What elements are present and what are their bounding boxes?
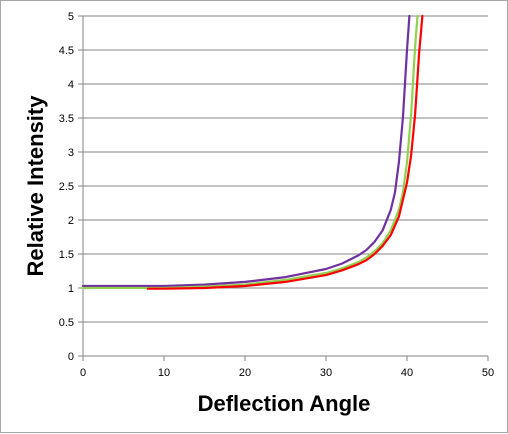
- x-tick-label: 0: [80, 367, 86, 379]
- x-axis-title: Deflection Angle: [198, 391, 371, 416]
- x-tick-label: 40: [401, 367, 413, 379]
- y-tick-label: 5: [68, 11, 74, 23]
- axes: [78, 15, 489, 361]
- series-lines: [81, 14, 424, 290]
- y-tick-label: 3.5: [59, 113, 74, 125]
- series-line-2: [81, 14, 419, 290]
- x-tick-label: 30: [320, 367, 332, 379]
- y-tick-label: 0: [68, 351, 74, 363]
- y-axis-title: Relative Intensity: [23, 95, 48, 277]
- series-line-1: [81, 14, 411, 288]
- y-tick-label: 1: [68, 283, 74, 295]
- x-tick-label: 10: [158, 367, 170, 379]
- y-tick-labels: 0 0.5 1 1.5 2 2.5 3 3.5 4 4.5 5: [59, 11, 74, 363]
- y-tick-label: 2: [68, 215, 74, 227]
- y-tick-label: 3: [68, 147, 74, 159]
- x-tick-labels: 0 10 20 30 40 50: [80, 367, 494, 379]
- y-tick-label: 2.5: [59, 181, 74, 193]
- y-tick-label: 4: [68, 79, 74, 91]
- series-line-3: [146, 14, 424, 290]
- x-tick-label: 20: [239, 367, 251, 379]
- y-tick-label: 4.5: [59, 45, 74, 57]
- y-tick-label: 0.5: [59, 317, 74, 329]
- x-tick-label: 50: [482, 367, 494, 379]
- y-tick-label: 1.5: [59, 249, 74, 261]
